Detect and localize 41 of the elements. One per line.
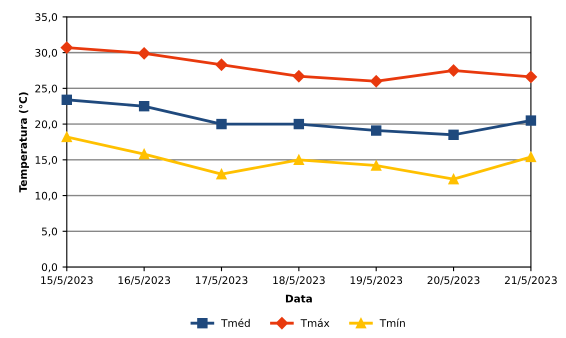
point	[62, 94, 72, 106]
point	[447, 64, 460, 77]
x-tick-label: 17/5/2023	[196, 276, 248, 285]
point	[60, 42, 73, 54]
x-tick-label: 18/5/2023	[273, 276, 325, 285]
point	[448, 130, 459, 140]
point	[526, 152, 536, 162]
x-tick-label: 20/5/2023	[428, 276, 480, 285]
point	[370, 75, 382, 88]
point	[370, 160, 382, 171]
point	[216, 168, 227, 180]
x-tick-label: 15/5/2023	[41, 276, 93, 285]
y-tick-label: 35,0	[35, 13, 58, 22]
point	[292, 70, 305, 82]
y-tick-label: 15,0	[36, 156, 58, 165]
y-tick-label: 10,0	[36, 192, 58, 201]
y-tick-label: 30,0	[35, 48, 58, 58]
y-tick-label: 5,0	[42, 228, 58, 236]
point	[62, 132, 72, 142]
point	[448, 174, 459, 184]
y-tick-label: 25,0	[35, 84, 58, 94]
legend-label: Tmín	[380, 318, 405, 327]
legend-label: Tmáx	[300, 318, 330, 327]
y-axis-title: Temperatura (°C)	[18, 92, 30, 192]
point	[370, 125, 382, 136]
point	[215, 58, 228, 71]
point	[524, 70, 538, 84]
legend-label: Tméd	[221, 318, 250, 327]
point	[216, 118, 227, 130]
point	[294, 118, 304, 130]
point	[526, 115, 536, 126]
x-axis-title: Data	[286, 294, 312, 303]
point	[294, 154, 304, 166]
x-tick-label: 16/5/2023	[118, 276, 170, 285]
x-tick-label: 21/5/2023	[504, 276, 557, 285]
y-tick-label: 20,0	[35, 120, 58, 130]
point	[138, 101, 150, 112]
point	[138, 47, 150, 60]
x-tick-label: 19/5/2023	[350, 276, 402, 285]
y-tick-label: 0,0	[42, 263, 58, 272]
point	[138, 148, 150, 160]
